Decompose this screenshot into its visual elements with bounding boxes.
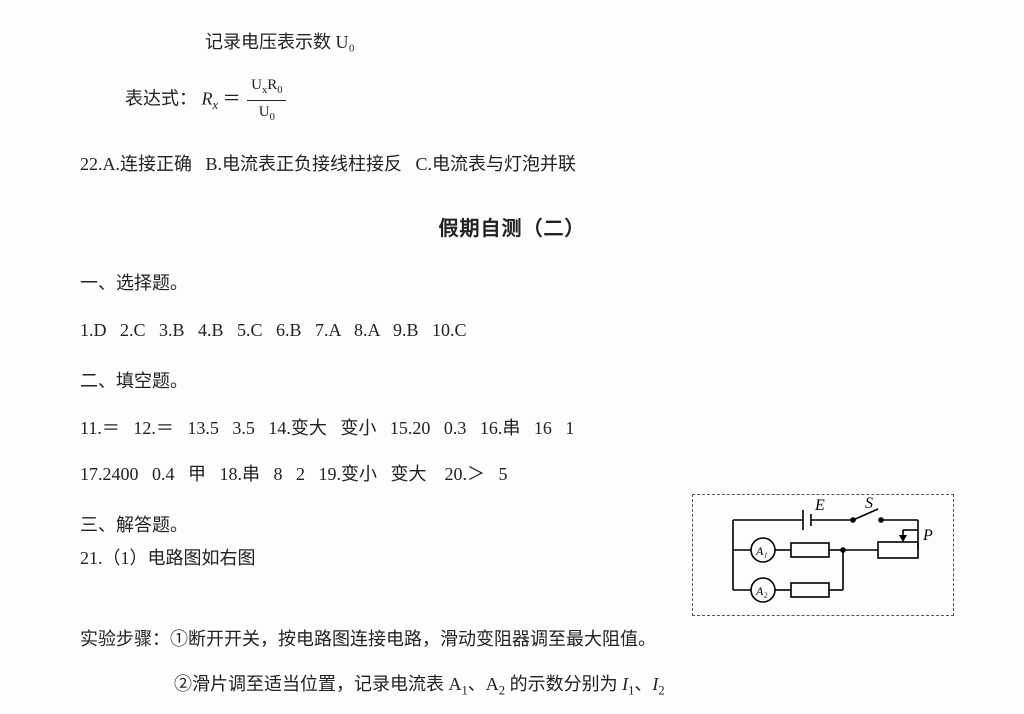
section2-heading: 二、填空题。 xyxy=(80,369,944,394)
step2-c: 、A xyxy=(468,674,499,694)
label-S: S xyxy=(865,495,873,512)
eq-equals: ＝ xyxy=(223,89,241,109)
expression-row: 表达式： Rx ＝ UxR0 U0 xyxy=(80,75,944,125)
label-E: E xyxy=(814,497,825,514)
num-r-sub: 0 xyxy=(277,85,282,96)
expression-label: 表达式： xyxy=(125,89,197,109)
num-r: R xyxy=(267,77,277,93)
voltmeter-note: 记录电压表示数 U₀ xyxy=(80,30,944,55)
experiment-step1: 实验步骤：①断开开关，按电路图连接电路，滑动变阻器调至最大阻值。 xyxy=(80,627,944,652)
circuit-diagram: E S P A₁ A₂ xyxy=(692,494,954,616)
section1-heading: 一、选择题。 xyxy=(80,271,944,296)
eq-lhs-sub: x xyxy=(213,98,219,112)
num-u: U xyxy=(251,77,262,93)
den-u: U xyxy=(259,104,270,120)
label-A1: A₁ xyxy=(755,544,768,558)
eq-fraction: UxR0 U0 xyxy=(247,75,286,125)
step2-i2s: 2 xyxy=(658,684,664,698)
section2-line1: 11.＝ 12.＝ 13.5 3.5 14.变大 变小 15.20 0.3 16… xyxy=(80,416,944,441)
section2-line2: 17.2400 0.4 甲 18.串 8 2 19.变小 变大 20.＞ 5 xyxy=(80,462,944,487)
q22-line: 22.A.连接正确 B.电流表正负接线柱接反 C.电流表与灯泡并联 xyxy=(80,152,944,177)
label-P: P xyxy=(922,527,933,544)
experiment-step2: ②滑片调至适当位置，记录电流表 A1、A2 的示数分别为 I1、I2 xyxy=(80,672,944,700)
step2-a: ②滑片调至适当位置，记录电流表 A xyxy=(174,674,462,694)
eq-lhs-var: R xyxy=(202,89,213,109)
section-title: 假期自测（二） xyxy=(80,215,944,243)
step2-sep: 、 xyxy=(634,674,652,694)
section1-answers: 1.D 2.C 3.B 4.B 5.C 6.B 7.A 8.A 9.B 10.C xyxy=(80,318,944,343)
label-A2: A₂ xyxy=(755,584,768,598)
step2-e: 的示数分别为 xyxy=(505,674,622,694)
den-u-sub: 0 xyxy=(270,112,275,123)
